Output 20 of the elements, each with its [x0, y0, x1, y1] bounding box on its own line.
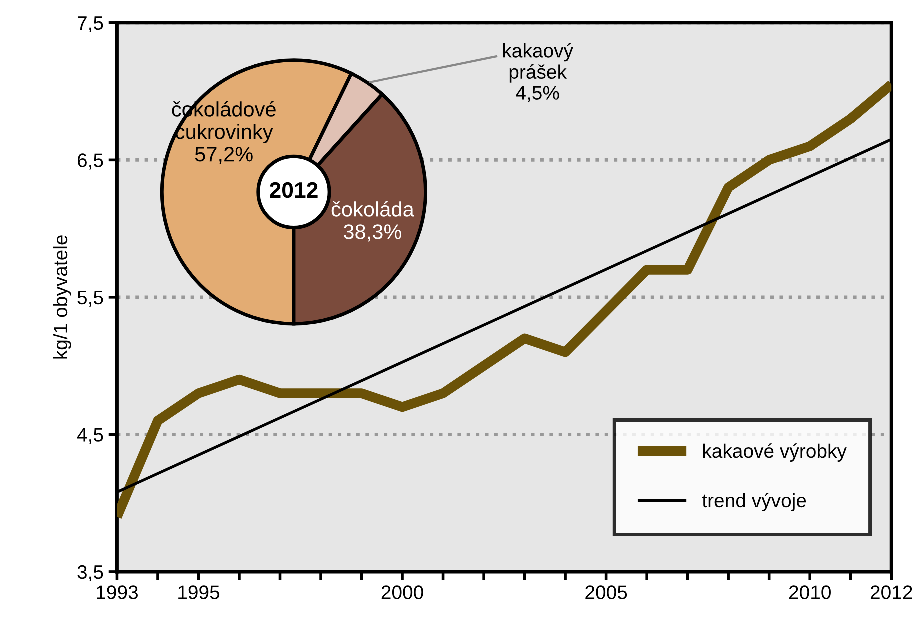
y-tick-label: 6,5 — [78, 154, 104, 170]
data-label: 4,5% — [516, 86, 560, 102]
x-tick-label: 2000 — [382, 586, 424, 600]
y-tick-label: 4,5 — [77, 428, 104, 444]
data-label: 57,2% — [195, 147, 253, 164]
slice-label: čokoláda — [332, 201, 414, 217]
slice-label: kakaový prášek — [503, 43, 574, 83]
annotation: 2012 — [270, 182, 318, 198]
y-tick-label: 3,5 — [78, 565, 104, 582]
data-label: 38,3% — [344, 224, 402, 242]
y-axis-title: kg/1 obyvatele — [53, 236, 72, 359]
x-tick-label: 1995 — [178, 586, 220, 600]
legend-label: kakaové výrobky — [703, 444, 847, 462]
y-tick-label: 5,5 — [78, 291, 104, 307]
x-tick-label: 2010 — [789, 586, 831, 600]
x-tick-label: 2005 — [586, 586, 628, 600]
legend-label: trend vývoje — [702, 493, 806, 512]
x-tick-label: 1993 — [97, 586, 138, 600]
x-tick-label: 2012 — [870, 586, 912, 600]
y-tick-label: 7,5 — [78, 16, 104, 32]
